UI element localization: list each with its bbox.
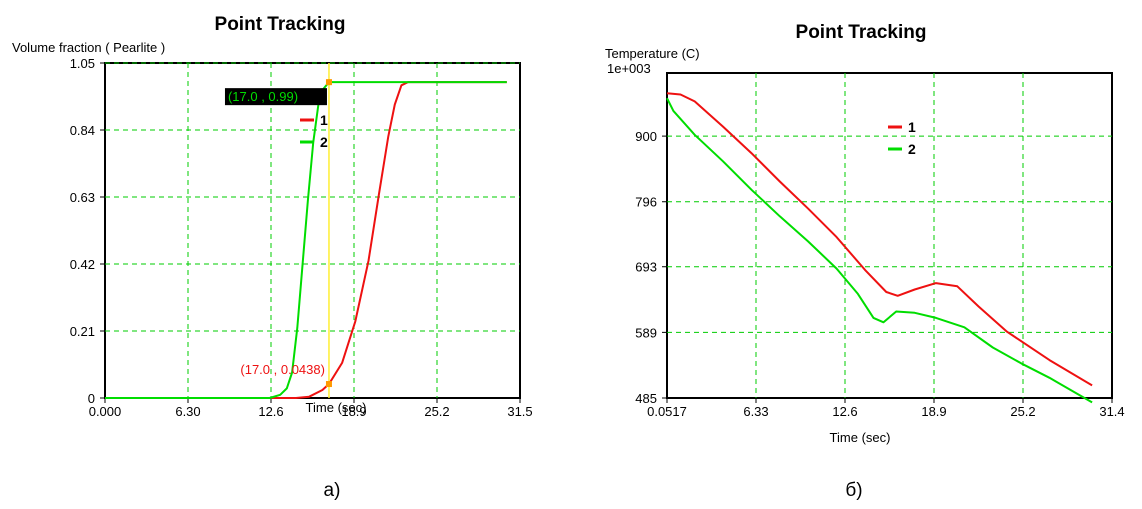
chart-title: Point Tracking (796, 22, 927, 43)
legend-label: 2 (320, 134, 328, 150)
plot-frame (104, 62, 521, 399)
y-tick-label: 1.05 (70, 56, 95, 71)
chart-title: Point Tracking (215, 14, 346, 35)
data-point-marker (325, 381, 332, 388)
plot-frame (666, 72, 1113, 399)
y-tick-label: 796 (635, 195, 657, 210)
y-tick-label: 0.63 (70, 190, 95, 205)
y-tick-label: 485 (635, 391, 657, 406)
x-tick-label: 12.6 (832, 404, 857, 419)
x-tick-label: 0.0517 (647, 404, 687, 419)
y-axis-label: Volume fraction ( Pearlite ) (12, 40, 165, 55)
plot-area: 0.0517 6.33 12.6 18.9 25.2 31.4 485 589 693 796 90… (635, 72, 1125, 419)
y-tick-label: 0 (88, 391, 95, 406)
y-tick-label: 0.84 (70, 123, 95, 138)
x-axis-label: Time (sec) (306, 400, 367, 415)
plot-area: 0.000 6.30 12.6 18.9 25.2 31.5 0 0.21 0.42 0.63 0.… (70, 56, 533, 419)
y-axis-label: Temperature (C) (605, 46, 700, 61)
y-tick-label: 0.21 (70, 324, 95, 339)
annotation-label: (17.0 , 0.0438) (240, 362, 325, 377)
x-tick-label: 31.5 (507, 404, 532, 419)
x-tick-label: 6.30 (175, 404, 200, 419)
panel-caption: б) (845, 480, 862, 501)
x-tick-label: 31.4 (1099, 404, 1124, 419)
x-tick-label: 25.2 (424, 404, 449, 419)
y-tick-label: 0.42 (70, 257, 95, 272)
x-tick-label: 25.2 (1010, 404, 1035, 419)
annotation-background (224, 88, 327, 106)
y-tick-label: 589 (635, 325, 657, 340)
series-line-2 (666, 97, 1093, 404)
x-tick-label: 6.33 (743, 404, 768, 419)
series-line-1 (105, 81, 507, 399)
annotation-label: (17.0 , 0.99) (228, 89, 298, 104)
panel-caption: а) (324, 480, 341, 501)
x-tick-label: 0.000 (89, 404, 122, 419)
chart-panel-right: Point Tracking Temperature (C) 1e+003 Ti… (590, 0, 1142, 501)
y-tick-label: 693 (635, 260, 657, 275)
chart-panel-left: Point Tracking Volume fraction ( Pearlit… (0, 0, 552, 501)
data-point-marker (325, 79, 332, 86)
x-tick-label: 18.9 (341, 404, 366, 419)
x-axis-label: Time (sec) (830, 430, 891, 445)
y-axis-scale-label: 1e+003 (607, 61, 651, 76)
x-tick-label: 18.9 (921, 404, 946, 419)
y-tick-label: 900 (635, 129, 657, 144)
legend-label: 1 (908, 119, 916, 135)
x-tick-label: 12.6 (258, 404, 283, 419)
legend-label: 2 (908, 141, 916, 157)
series-line-1 (666, 92, 1093, 387)
legend-label: 1 (320, 112, 328, 128)
